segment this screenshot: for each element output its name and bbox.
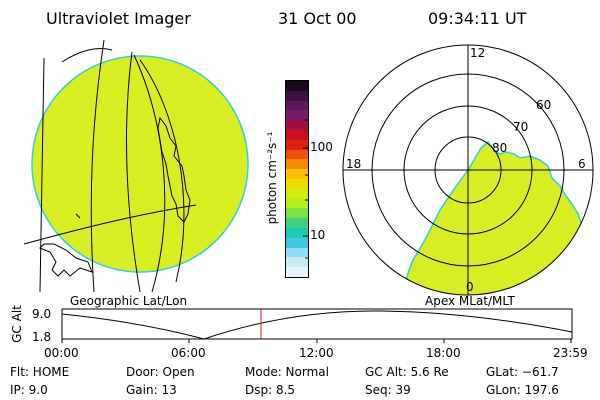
colorbar-band [286, 100, 308, 111]
lat-label-70: 70 [513, 120, 528, 134]
lat-label-60: 60 [536, 98, 551, 112]
colorbar-band [286, 178, 308, 189]
colorbar-band [286, 129, 308, 140]
geo-disk-fill [31, 55, 249, 273]
colorbar-band [286, 188, 308, 199]
instrument-title: Ultraviolet Imager [46, 9, 191, 28]
colorbar [285, 80, 309, 278]
colorbar-band [286, 218, 308, 228]
coastline-fragment [75, 213, 81, 219]
colorbar-band [286, 227, 308, 238]
status-gc-alt: GC Alt: 5.6 Re [365, 365, 449, 379]
mlt-label-0: 0 [466, 280, 474, 294]
status-mode: Mode: Normal [245, 365, 329, 379]
status-dsp: Dsp: 8.5 [245, 383, 296, 397]
status-glat: GLat: −61.7 [486, 365, 559, 379]
colorbar-band [286, 159, 308, 170]
status-flt: Flt: HOME [10, 365, 70, 379]
timeline-ylabel: GC Alt [10, 305, 24, 343]
timeline-xtick-2359: 23:59 [553, 346, 588, 360]
timeline-xtick-0000: 00:00 [44, 346, 79, 360]
timeline-ytick-low: 1.8 [32, 330, 52, 344]
mlt-label-12: 12 [470, 46, 485, 60]
colorbar-band [286, 139, 308, 150]
status-seq: Seq: 39 [365, 383, 411, 397]
colorbar-band [286, 247, 308, 258]
colorbar-band [286, 208, 308, 219]
date-label: 31 Oct 00 [278, 9, 357, 28]
mlt-label-18: 18 [346, 157, 361, 171]
status-door: Door: Open [126, 365, 195, 379]
colorbar-band [286, 149, 308, 160]
timeline-xtick-1200: 12:00 [299, 346, 334, 360]
status-ip: IP: 9.0 [10, 383, 48, 397]
geographic-label: Geographic Lat/Lon [70, 294, 188, 308]
colorbar-tick-10: 10 [310, 228, 326, 242]
coastline-landmass [157, 116, 191, 223]
colorbar-band [286, 81, 308, 91]
colorbar-band [286, 257, 308, 268]
colorbar-band [286, 90, 308, 101]
coastline-south [39, 243, 93, 277]
status-glon: GLon: 197.6 [486, 383, 559, 397]
polar-grid [342, 44, 594, 296]
colorbar-band [286, 198, 308, 209]
lat-label-80: 80 [492, 141, 507, 155]
colorbar-band [286, 237, 308, 248]
timeline-xtick-1800: 18:00 [426, 346, 461, 360]
status-gain: Gain: 13 [126, 383, 177, 397]
time-label: 09:34:11 UT [428, 9, 527, 28]
mlt-label-6: 6 [578, 157, 586, 171]
timeline-xtick-0600: 06:00 [171, 346, 206, 360]
colorbar-band [286, 267, 308, 277]
auroral-coverage [399, 140, 591, 295]
altitude-curve [61, 310, 573, 340]
colorbar-tick-100: 100 [310, 140, 333, 154]
apex-label: Apex MLat/MLT [425, 294, 515, 308]
colorbar-band [286, 120, 308, 130]
colorbar-band [286, 169, 308, 179]
timeline-ytick-high: 9.0 [32, 307, 52, 321]
colorbar-band [286, 110, 308, 121]
